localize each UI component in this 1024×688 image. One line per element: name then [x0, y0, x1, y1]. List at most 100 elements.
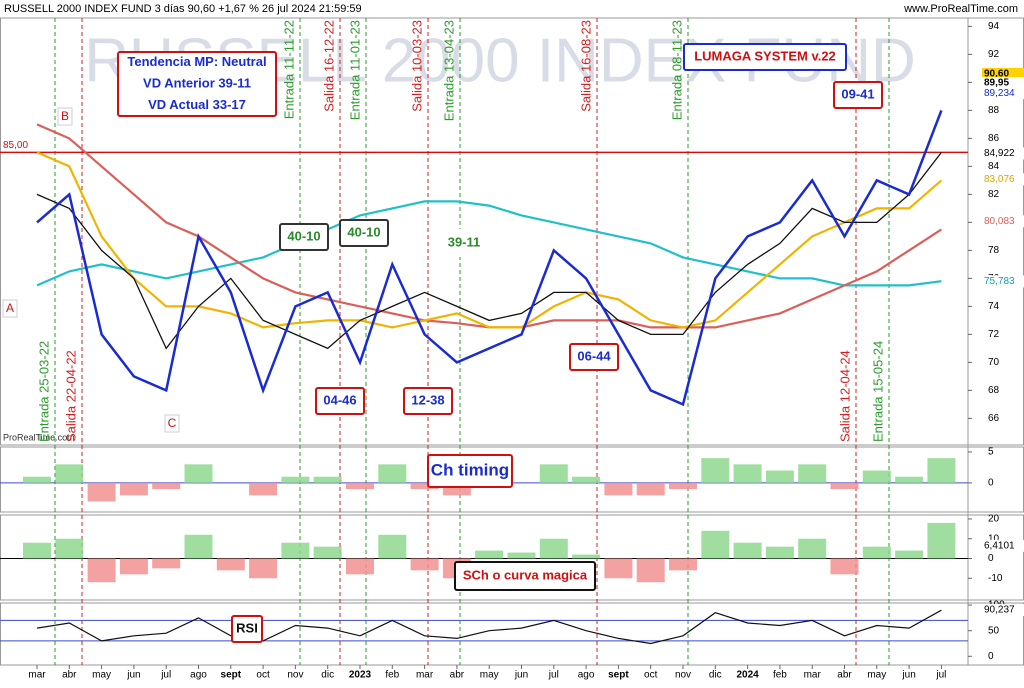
oscillator-bar: [669, 558, 697, 571]
oscillator-bar: [23, 542, 51, 559]
price-label-bg: [982, 215, 1024, 228]
y-tick-label: 84: [988, 161, 1000, 172]
x-tick-label: jun: [126, 670, 140, 681]
oscillator-bar: [862, 470, 891, 483]
x-tick-label: ago: [190, 670, 207, 681]
y-tick-label: 94: [988, 21, 1000, 32]
oscillator-bar: [701, 530, 730, 559]
chart-header: RUSSELL 2000 INDEX FUND 3 días 90,60 +1,…: [4, 3, 362, 15]
y-tick-label: 0: [988, 651, 994, 662]
oscillator-bar: [539, 464, 568, 483]
logo: ProRealTime.com: [3, 432, 75, 442]
rsi-line: [36, 609, 942, 645]
y-tick-label: 0: [988, 553, 994, 564]
count-label-box: [403, 387, 453, 415]
x-tick-label: abr: [450, 670, 465, 681]
signal-label: Entrada 25-03-22: [36, 341, 51, 442]
signal-label: Entrada 13-04-23: [441, 20, 456, 121]
oscillator-bar: [862, 546, 891, 559]
oscillator-bar: [701, 458, 730, 483]
point-box: [2, 299, 18, 318]
x-tick-label: may: [480, 670, 499, 681]
oscillator-bar: [378, 534, 407, 559]
price-label: 89,234: [984, 88, 1015, 99]
site: www.ProRealTime.com: [903, 3, 1018, 15]
x-tick-label: sept: [608, 670, 629, 681]
oscillator-bar: [55, 464, 84, 483]
system-label-box: [683, 43, 847, 71]
oscillator-bar: [604, 482, 633, 496]
oscillator-bar: [55, 538, 84, 559]
signal-label: Salida 10-03-23: [409, 20, 424, 112]
x-tick-label: 2024: [736, 670, 759, 681]
x-tick-label: nov: [287, 670, 303, 681]
oscillator-bar: [378, 464, 407, 483]
series-line: [36, 152, 942, 350]
count-label: 39-11: [448, 234, 481, 249]
y-tick-label: 0: [988, 478, 994, 489]
y-tick-label: 72: [988, 329, 1000, 340]
last-value-bg: [982, 539, 1024, 552]
panel-title-box: [454, 561, 596, 591]
x-tick-label: sept: [221, 670, 242, 681]
price-label-bg: [982, 173, 1024, 186]
panel-title-box: [231, 615, 263, 643]
oscillator-bar: [636, 558, 665, 583]
y-tick-label: 74: [988, 301, 1000, 312]
count-label-box: [279, 223, 329, 251]
oscillator-bar: [152, 558, 181, 569]
count-label: 09-41: [841, 86, 874, 101]
signal-label: Entrada 11-11-22: [281, 20, 296, 119]
level-label: 85,00: [3, 140, 28, 151]
x-tick-label: mar: [804, 670, 822, 681]
x-tick-label: ago: [578, 670, 595, 681]
oscillator-bar: [798, 464, 827, 483]
signal-label: Salida 16-12-22: [321, 20, 336, 112]
oscillator-bar: [636, 482, 665, 496]
price-label-bg: [982, 87, 1024, 100]
system-label: LUMAGA SYSTEM v.22: [694, 48, 836, 63]
oscillator-bar: [119, 558, 148, 575]
oscillator-bar: [927, 522, 956, 559]
oscillator-bar: [507, 552, 536, 559]
x-tick-label: may: [92, 670, 111, 681]
signal-label: Salida 12-04-24: [837, 350, 852, 442]
oscillator-bar: [475, 550, 504, 559]
y-tick-label: 20: [988, 514, 1000, 525]
y-tick-label: 66: [988, 413, 1000, 424]
y-tick-label: 10: [988, 533, 1000, 544]
x-tick-label: feb: [385, 670, 399, 681]
price-label: 75,783: [984, 276, 1015, 287]
x-tick-label: jul: [160, 670, 171, 681]
x-tick-label: dic: [321, 670, 334, 681]
price-label: 89,95: [984, 78, 1009, 89]
series-line: [36, 200, 942, 287]
oscillator-bar: [410, 558, 439, 571]
x-tick-label: jul: [548, 670, 559, 681]
oscillator-bar: [87, 482, 116, 502]
series-line: [36, 109, 943, 407]
x-tick-label: nov: [675, 670, 691, 681]
oscillator-bar: [216, 558, 245, 571]
info-text: VD Anterior 39-11: [143, 75, 251, 90]
oscillator-bar: [669, 482, 697, 490]
oscillator-bar: [410, 482, 439, 490]
oscillator-bar: [733, 464, 762, 483]
oscillator-bar: [733, 542, 762, 559]
count-label: 06-44: [577, 348, 611, 363]
signal-label: Entrada 15-05-24: [870, 341, 885, 442]
y-tick-label: 70: [988, 357, 1000, 368]
info-text: Tendencia MP: Neutral: [127, 54, 266, 69]
oscillator-bar: [895, 550, 924, 559]
x-tick-label: jun: [901, 670, 915, 681]
oscillator-bar: [604, 558, 633, 579]
price-label: 84,922: [984, 148, 1015, 159]
last-value: 6,4101: [984, 540, 1015, 551]
price-label: 83,076: [984, 174, 1015, 185]
oscillator-bar: [152, 482, 181, 490]
oscillator-bar: [927, 458, 956, 483]
x-tick-label: oct: [644, 670, 658, 681]
y-tick-label: 92: [988, 49, 1000, 60]
oscillator-bar: [23, 476, 51, 483]
y-tick-label: 82: [988, 189, 1000, 200]
